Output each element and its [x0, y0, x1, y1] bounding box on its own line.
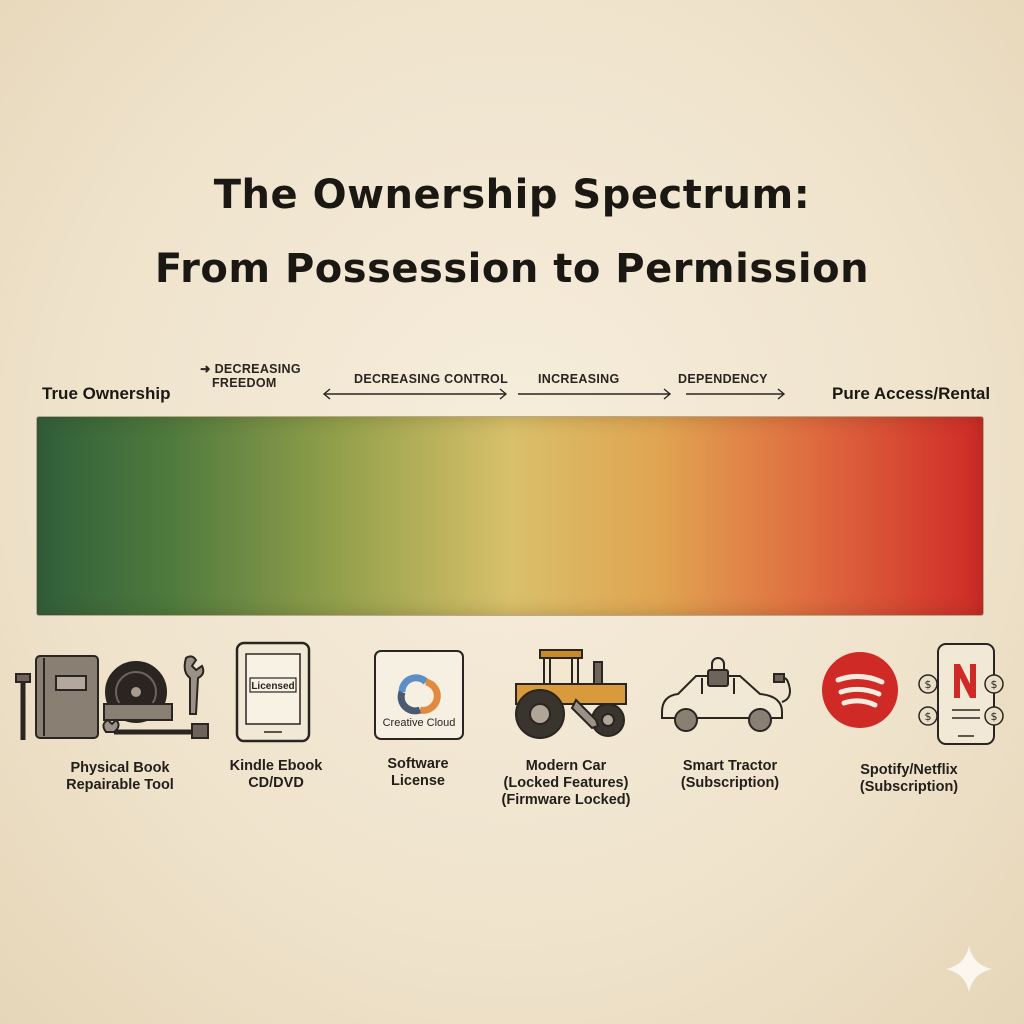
item-label-software: Software License [387, 756, 449, 789]
spotify-netflix-icon: $ $ $ $ [822, 643, 1004, 745]
svg-text:$: $ [925, 710, 932, 723]
item-label-smart-tractor: Smart Tractor (Subscription) [680, 758, 780, 791]
true-ownership-label: True Ownership [42, 384, 171, 403]
arrow-head-right-icon [663, 388, 672, 400]
increasing-arrow-label: INCREASING [538, 372, 620, 386]
item-label-physical: Physical Book Repairable Tool [66, 760, 174, 793]
ereader-icon: Licensed [235, 641, 311, 743]
svg-text:$: $ [991, 678, 998, 691]
ereader-device-text: Licensed [251, 681, 294, 692]
arrow-head-left-icon [322, 388, 331, 400]
netflix-phone-icon [937, 643, 995, 745]
item-label-modern-car: Modern Car (Locked Features) (Firmware L… [501, 758, 631, 808]
freedom-arrow-label: ➜ DECREASING FREEDOM [200, 362, 301, 390]
spectrum-gradient-bar [36, 416, 984, 616]
item-label-spotify-netflix: Spotify/Netflix (Subscription) [859, 762, 959, 795]
sparkle-icon [946, 946, 992, 992]
creative-cloud-icon: Creative Cloud [374, 650, 464, 740]
svg-text:$: $ [925, 678, 932, 691]
book-record-tools-icon [15, 655, 209, 740]
pure-access-label: Pure Access/Rental [832, 384, 991, 403]
tractor-icon [515, 649, 627, 739]
title-line-1: The Ownership Spectrum: [213, 172, 811, 218]
svg-text:$: $ [991, 710, 998, 723]
control-arrow-label: DECREASING CONTROL [354, 372, 509, 386]
dollar-coins-icon: $ $ $ $ [918, 674, 1004, 726]
spotify-icon [822, 652, 898, 728]
dependency-arrow-label: DEPENDENCY [678, 372, 768, 386]
arrow-head-right-icon [777, 388, 786, 400]
locked-car-icon [661, 657, 791, 732]
item-label-kindle: Kindle Ebook CD/DVD [229, 758, 323, 791]
arrow-head-right-icon [499, 388, 508, 400]
title-line-2: From Possession to Permission [154, 246, 870, 292]
arrow-lines [322, 388, 786, 400]
small-arrow-icon: ➜ [200, 362, 211, 376]
creative-cloud-text: Creative Cloud [383, 717, 456, 729]
